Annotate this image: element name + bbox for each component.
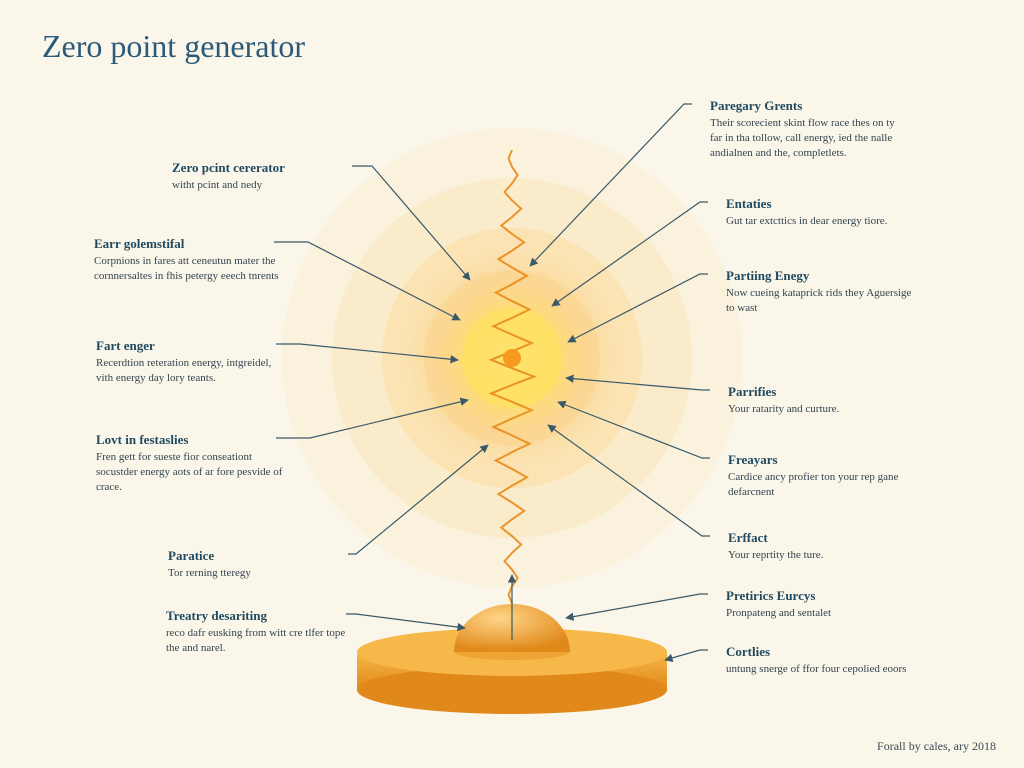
callout-label: Parrifies Your ratarity and curture. [728, 384, 839, 417]
callout-title: Treatry desariting [166, 608, 356, 624]
callout-title: Earr golemstifal [94, 236, 284, 252]
callout-label: Paratice Tor rerning tteregy [168, 548, 251, 581]
callout-label: Erffact Your reprtity the ture. [728, 530, 823, 563]
callout-body: Your reprtity the ture. [728, 548, 823, 563]
callout-label: Cortlies untung snerge of ffor four cepol… [726, 644, 906, 677]
callout-label: Treatry desariting reco dafr eusking from… [166, 608, 356, 656]
callout-title: Partiing Enegy [726, 268, 916, 284]
callout-body: Gut tar extcttics in dear energy tiore. [726, 214, 887, 229]
callout-label: Entaties Gut tar extcttics in dear energy… [726, 196, 887, 229]
callout-label: Partiing Enegy Now cueing kataprick rids … [726, 268, 916, 316]
callout-label: Freayars Cardice ancy profier ton your re… [728, 452, 918, 500]
callout-body: witht pcint and nedy [172, 178, 285, 193]
callout-label: Paregary Grents Their scorecient skint fl… [710, 98, 900, 161]
callout-title: Entaties [726, 196, 887, 212]
callout-body: Tor rerning tteregy [168, 566, 251, 581]
callout-body: reco dafr eusking from witt cre tlfer to… [166, 626, 356, 656]
callout-body: untung snerge of ffor four cepolied eoor… [726, 662, 906, 677]
callout-title: Lovt in festaslies [96, 432, 286, 448]
callout-label: Zero pcint cererator witht pcint and nedy [172, 160, 285, 193]
callout-body: Recerdtion reteration energy, intgreidel… [96, 356, 286, 386]
callout-title: Erffact [728, 530, 823, 546]
callout-label: Pretirics Eurcys Pronpateng and sentalet [726, 588, 831, 621]
callout-title: Pretirics Eurcys [726, 588, 831, 604]
callout-title: Zero pcint cererator [172, 160, 285, 176]
callout-body: Now cueing kataprick rids they Aguersige… [726, 286, 916, 316]
callout-body: Fren gett for sueste fior conseationt so… [96, 450, 286, 495]
callout-body: Your ratarity and curture. [728, 402, 839, 417]
callout-title: Parrifies [728, 384, 839, 400]
callout-title: Cortlies [726, 644, 906, 660]
callout-body: Corpnions in fares att ceneutun mater th… [94, 254, 284, 284]
callout-label: Lovt in festaslies Fren gett for sueste f… [96, 432, 286, 495]
callout-label: Fart enger Recerdtion reteration energy, … [96, 338, 286, 386]
callout-title: Paratice [168, 548, 251, 564]
callout-body: Cardice ancy profier ton your rep gane d… [728, 470, 918, 500]
callout-body: Pronpateng and sentalet [726, 606, 831, 621]
callout-title: Freayars [728, 452, 918, 468]
callout-label: Earr golemstifal Corpnions in fares att c… [94, 236, 284, 284]
callout-body: Their scorecient skint flow race thes on… [710, 116, 900, 161]
callout-title: Paregary Grents [710, 98, 900, 114]
callout-title: Fart enger [96, 338, 286, 354]
